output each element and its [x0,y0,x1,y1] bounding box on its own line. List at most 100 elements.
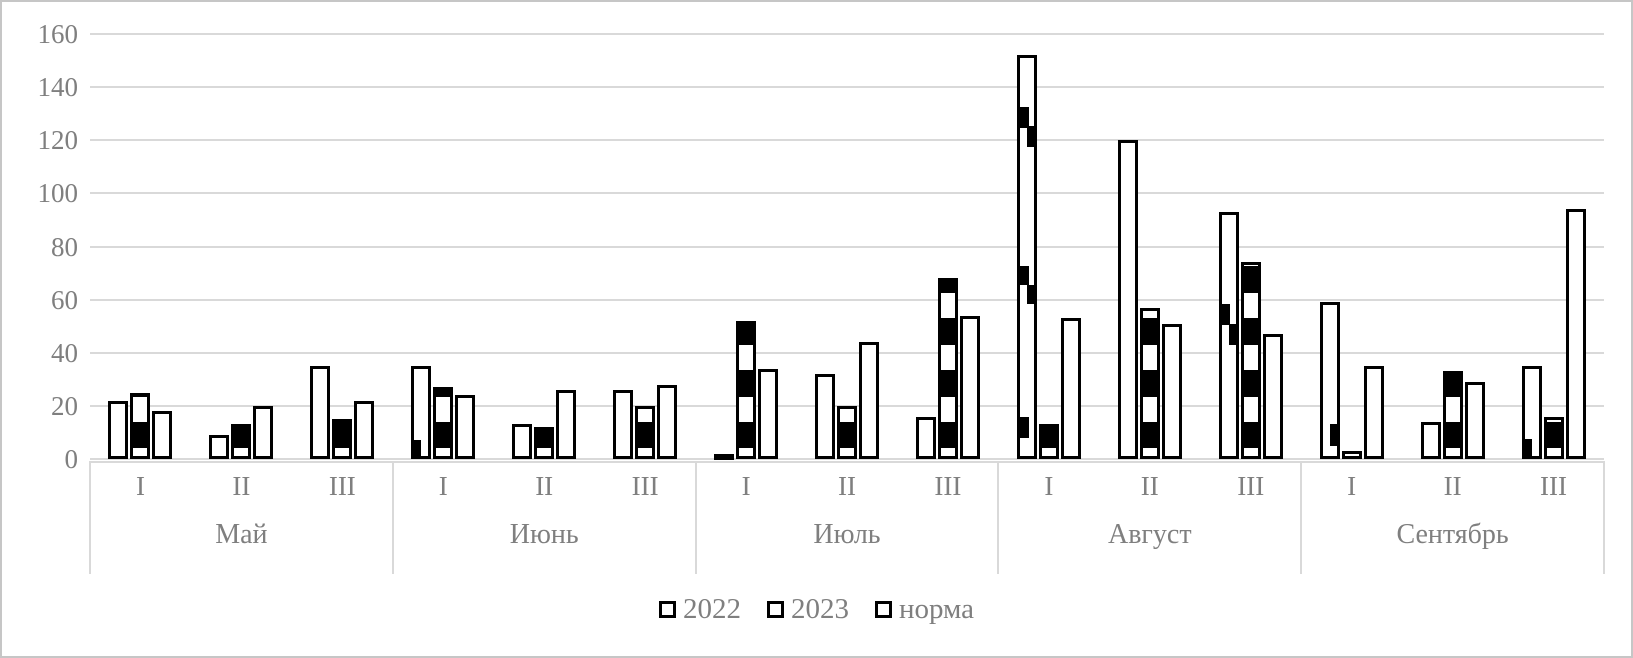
bar-2022 [815,374,835,459]
decade-label: I [1044,471,1054,501]
stripe-band [940,318,955,345]
bar-2023 [1240,262,1261,459]
gridline [90,351,1604,354]
stripe-band [335,422,350,449]
bar-2023 [534,427,555,459]
stripe-band [1142,370,1157,397]
y-axis-tick-label: 140 [37,72,79,103]
bar-норма [859,342,879,459]
legend: 2022 2023 норма [2,592,1631,626]
month-divider [89,461,91,574]
bar-норма [152,411,173,459]
stripe-band [1243,370,1258,397]
bar-2023 [433,387,454,459]
pattern-fragment [1026,285,1034,304]
decade-label: I [438,471,448,501]
bar-2022 [1016,55,1037,459]
bar-2022 [209,435,230,459]
decade-label: II [1140,471,1159,501]
bar-норма [354,400,375,459]
y-axis-tick-label: 100 [37,178,79,209]
stripe-band [1546,421,1561,449]
stripe-band [739,370,754,397]
stripe-band [638,421,653,449]
y-axis-tick-label: 40 [51,337,78,368]
bar-норма [1464,381,1485,459]
decade-label: III [1540,471,1568,501]
bar-2023 [937,278,958,459]
decade-label: II [535,471,554,501]
gridline [90,139,1604,142]
decade-label: II [838,471,856,501]
month-label: Июнь [509,519,579,550]
month-divider [1603,461,1605,574]
gridline [90,458,1604,460]
bar-норма [1363,366,1384,459]
y-axis-tick-label: 80 [51,231,78,262]
gridline [90,192,1604,195]
decade-label: III [934,471,962,501]
legend-swatch-norma-icon [874,600,892,618]
bar-2022 [310,366,331,459]
bar-норма [1161,323,1182,459]
bar-2022 [613,389,634,459]
pattern-fragment [1019,107,1029,129]
month-divider [694,461,697,574]
bar-норма [455,395,476,459]
stripe-band [1445,421,1460,449]
legend-swatch-2022-icon [658,600,676,618]
bar-норма [253,405,274,459]
bar-2022 [1521,366,1542,459]
bar-2023 [231,424,252,459]
stripe-band [133,421,148,449]
bar-2023 [1139,307,1160,459]
stripe-band [1142,318,1157,345]
bar-2023 [1442,371,1463,459]
y-axis-tick-label: 60 [51,284,78,315]
stripe-band [1243,421,1258,449]
pattern-fragment [1228,323,1236,345]
y-axis-tick-label: 160 [37,19,79,49]
stripe-band [436,421,451,449]
month-label: Август [1107,519,1192,550]
bar-2022 [411,366,432,459]
stripe-band [739,323,754,345]
gridline [90,245,1604,248]
bar-норма [1565,209,1586,459]
legend-item-norma: норма [874,592,974,626]
pattern-fragment [1221,303,1231,325]
bar-2023 [1543,416,1564,459]
month-divider [1300,461,1303,574]
gridline [90,86,1604,89]
bar-2022 [1319,302,1340,459]
bar-2023 [635,405,656,459]
decade-label: III [328,471,356,501]
y-axis-tick-label: 20 [51,390,78,421]
bar-норма [657,384,678,459]
pattern-fragment [414,440,422,456]
bar-норма [556,389,577,459]
x-axis-line [90,461,1604,463]
legend-swatch-2023-icon [766,600,784,618]
stripe-band [436,390,451,397]
pattern-fragment [1019,266,1029,286]
bar-2022 [915,416,936,459]
stripe-band [940,421,955,449]
decade-label: III [1237,471,1265,501]
decade-label: II [1443,471,1462,501]
stripe-band [133,395,148,397]
legend-label-2023: 2023 [790,593,849,625]
month-divider [391,461,394,574]
bar-2022 [714,453,735,460]
decade-label: III [631,471,659,501]
pattern-fragment [1019,416,1029,438]
pattern-fragment [1524,438,1532,456]
month-label: Сентябрь [1396,519,1509,550]
bar-2022 [1218,211,1239,459]
decade-label: I [741,471,751,501]
stripe-band [1243,266,1258,293]
decade-label: I [135,471,145,501]
stripe-band [1041,427,1056,449]
bar-норма [758,368,779,459]
